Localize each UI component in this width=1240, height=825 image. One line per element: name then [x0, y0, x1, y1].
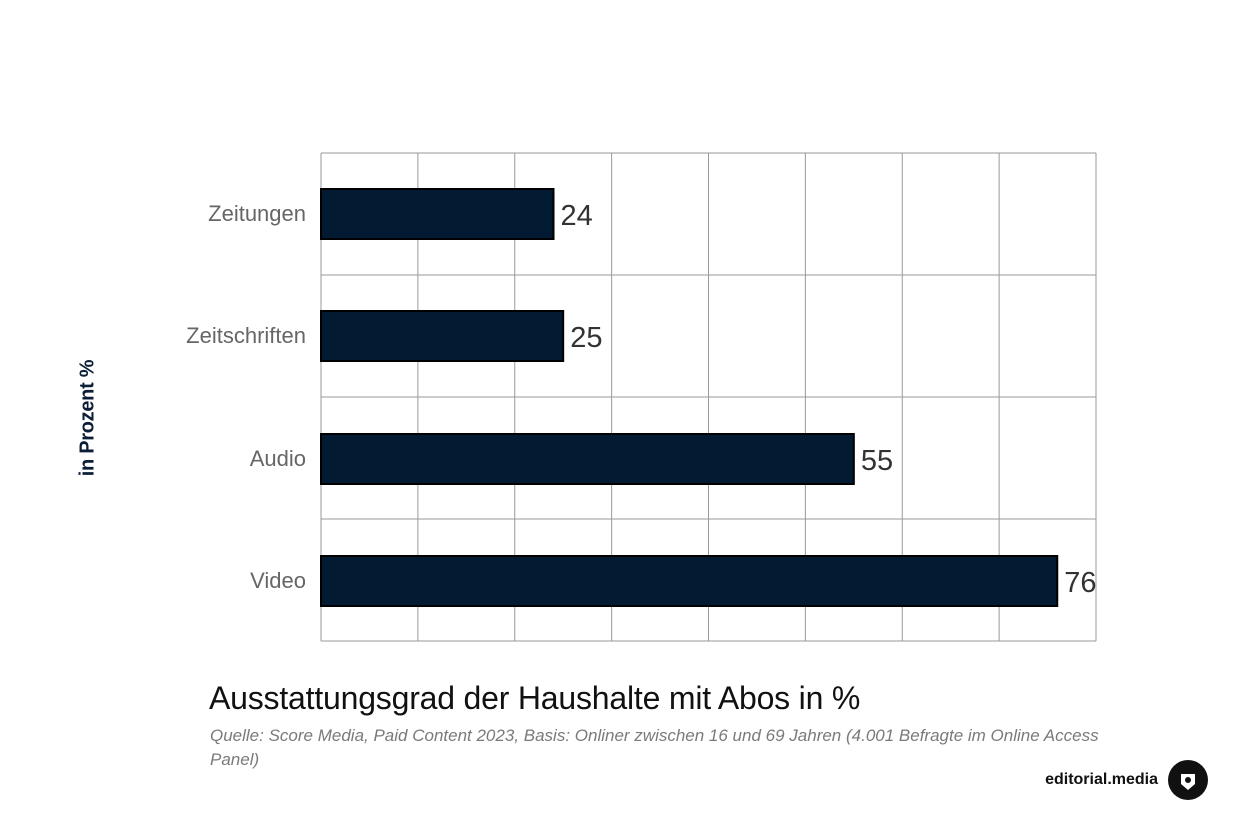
editorial-media-logo-icon: [1168, 760, 1208, 800]
category-label: Video: [250, 568, 306, 593]
bar-zeitungen: [320, 188, 555, 240]
bar-video: [320, 555, 1059, 607]
y-axis-label: in Prozent %: [76, 359, 99, 477]
chart-labels: 24 Zeitungen 25 Zeitschriften 55 Audio 76 Video: [186, 200, 1096, 599]
source-note: Quelle: Score Media, Paid Content 2023, …: [210, 726, 1099, 769]
value-label: 55: [861, 445, 893, 477]
category-label: Audio: [250, 446, 306, 471]
value-label: 76: [1064, 567, 1096, 599]
bar-zeitschriften: [320, 310, 565, 362]
brand[interactable]: editorial.media: [1045, 760, 1208, 800]
category-label: Zeitungen: [208, 201, 306, 226]
chart-title: Ausstattungsgrad der Haushalte mit Abos …: [209, 680, 861, 716]
value-label: 25: [570, 322, 602, 354]
bar-audio: [320, 433, 855, 485]
brand-name: editorial.media: [1045, 771, 1158, 788]
chart-grid: [320, 152, 1097, 642]
category-label: Zeitschriften: [186, 323, 306, 348]
chart-bars: [320, 188, 1059, 607]
value-label: 24: [561, 200, 593, 232]
